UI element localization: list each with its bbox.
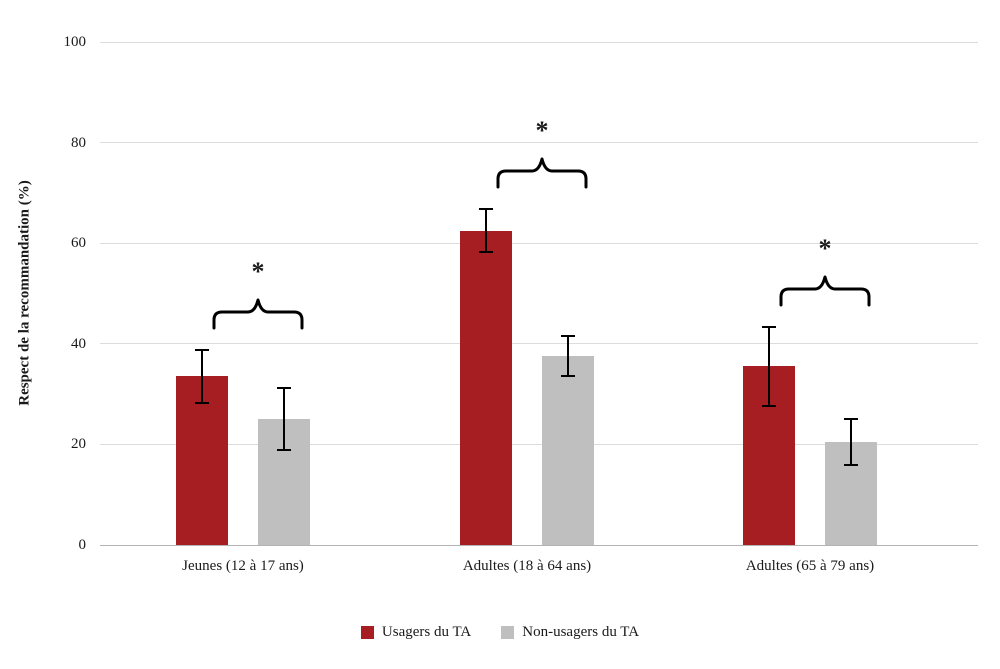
gridline [100,41,978,43]
error-bar-cap [195,349,209,352]
x-category-label: Adultes (65 à 79 ans) [745,558,875,574]
significance-star: * [535,115,549,145]
bar-series1 [460,230,512,545]
significance-star: * [251,257,265,287]
x-category-label: Adultes (18 à 64 ans) [462,558,592,574]
significance-bracket [496,157,588,189]
error-bar-cap [844,464,858,467]
y-tick-label: 20 [71,436,86,453]
bar-series1 [176,376,228,545]
bar-series2 [542,356,594,545]
error-bar [283,388,285,451]
legend-label: Non-usagers du TA [522,624,640,640]
error-bar-cap [844,417,858,420]
legend: Usagers du TA Non-usagers du TA [0,624,1000,641]
error-bar [850,418,852,465]
legend-swatch [360,626,374,639]
error-bar-cap [762,404,776,407]
gridline [100,443,978,445]
error-bar-cap [277,449,291,452]
x-category-label: Jeunes (12 à 17 ans) [182,558,304,574]
legend-item: Usagers du TA [360,624,472,641]
error-bar [485,208,487,253]
y-tick-label: 40 [71,335,86,352]
y-tick-label: 0 [78,537,87,553]
gridline [100,343,978,345]
significance-bracket [212,298,304,330]
significance-star: * [818,234,832,264]
y-tick-label: 60 [71,235,86,252]
error-bar-cap [762,326,776,329]
legend-swatch [501,626,515,639]
error-bar [201,350,203,403]
x-axis-line [100,544,978,546]
error-bar-cap [561,335,575,338]
legend-item: Non-usagers du TA [501,624,639,641]
gridline [100,242,978,244]
gridline [100,142,978,144]
error-bar-cap [561,375,575,378]
error-bar-cap [479,207,493,210]
error-bar-cap [479,251,493,254]
error-bar-cap [195,401,209,404]
legend-label: Usagers du TA [381,624,472,640]
y-tick-label: 100 [63,34,87,50]
error-bar [768,327,770,406]
significance-bracket [779,275,871,307]
y-tick-label: 80 [71,134,86,151]
error-bar-cap [277,387,291,390]
error-bar [567,336,569,377]
